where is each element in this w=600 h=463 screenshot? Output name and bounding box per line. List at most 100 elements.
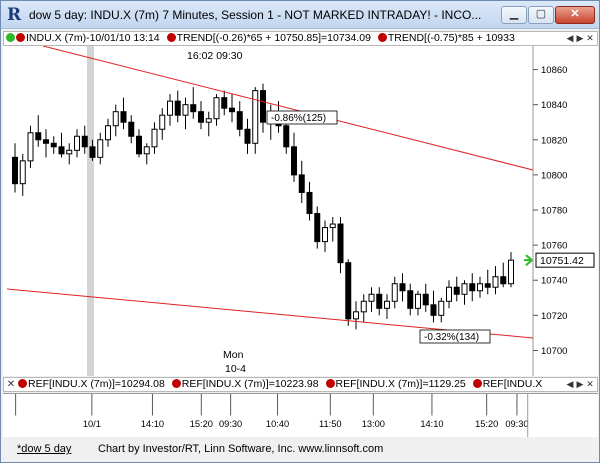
red-dot-icon (166, 33, 176, 42)
legend-item-trend-2[interactable]: TREND[(-0.75)*85 + 10933 (376, 32, 515, 45)
y-tick-label: 10800 (541, 170, 567, 181)
trend-upper-label-box (266, 110, 338, 125)
candle-body (12, 156, 18, 185)
candle-body (391, 283, 398, 302)
candle-body (128, 121, 135, 137)
scroll-left-icon[interactable]: ◀ (566, 33, 574, 43)
green-dot-icon (6, 33, 15, 42)
x-tick-label: 14:10 (420, 419, 443, 429)
window-title: dow 5 day: INDU.X (7m) 7 Minutes, Sessio… (29, 8, 482, 22)
close-icon[interactable]: ✕ (586, 379, 594, 389)
red-dot-icon (16, 33, 25, 42)
candle-body (422, 293, 429, 306)
legend-item-ref-4[interactable]: REF[INDU.X (471, 378, 543, 391)
candle-body (143, 146, 150, 155)
legend-item-ref-3[interactable]: REF[INDU.X (7m)]=1129.25 (324, 378, 466, 391)
candle-body (120, 111, 127, 123)
candle-body (58, 146, 65, 155)
x-tick-label: 13:00 (362, 419, 385, 429)
candle-body (283, 125, 290, 148)
candle-body (461, 283, 468, 295)
scroll-right-icon[interactable]: ▶ (576, 379, 584, 389)
candle-body (446, 286, 452, 302)
time-header-label: 16:02 09:30 (187, 50, 243, 62)
trend-lower-label-box (419, 329, 491, 344)
candle-body (430, 304, 437, 316)
price-chart[interactable]: 10700 10720 10740 10760 10780 10800 10820 10840… (3, 46, 598, 376)
candle-body (244, 128, 251, 144)
top-legend-bar: INDU.X (7m)-10/01/10 13:14 TREND[(-0.26)… (3, 31, 598, 46)
candle-body (35, 132, 42, 141)
candle-body (353, 311, 359, 320)
x-tick-label: 15:20 (190, 419, 213, 429)
title-bar[interactable]: R dow 5 day: INDU.X (7m) 7 Minutes, Sess… (1, 1, 599, 29)
candle-body (74, 135, 80, 151)
candle-body (360, 300, 367, 313)
time-axis[interactable]: 10/1 14:10 15:20 09:30 10:40 11:50 13:00 14:10 1… (3, 393, 598, 437)
legend-scroll-controls: ◀ ▶ ✕ (563, 32, 595, 45)
last-price-box (535, 252, 595, 268)
candle-body (190, 104, 197, 113)
y-tick-label: 10820 (541, 135, 567, 146)
candle-body (484, 283, 491, 288)
upper-trend-line (42, 46, 534, 171)
x-tick-label: 09:30 (505, 419, 528, 429)
y-tick-label: 10740 (541, 276, 567, 287)
candle-body (174, 100, 181, 116)
candle-body (221, 97, 228, 109)
candle-body (500, 276, 507, 285)
x-tick-label: 14:10 (141, 419, 164, 429)
red-dot-icon (18, 379, 27, 388)
y-tick-label: 10780 (541, 206, 567, 217)
candle-body (329, 223, 336, 229)
candle-body (337, 223, 344, 264)
red-dot-icon (377, 33, 387, 42)
candle-body (151, 128, 158, 148)
legend-item-ref-2[interactable]: REF[INDU.X (7m)]=10223.98 (170, 378, 319, 391)
candle-body (291, 146, 297, 176)
candle-body (27, 132, 34, 162)
minimize-button[interactable]: ▁ (501, 6, 527, 24)
legend-item-trend-1[interactable]: TREND[(-0.26)*65 + 10750.85]=10734.09 (165, 32, 371, 45)
close-icon[interactable]: ✕ (6, 379, 16, 390)
y-tick-label: 10700 (541, 346, 567, 357)
candle-body (97, 139, 104, 158)
legend-item-price[interactable]: INDU.X (7m)-10/01/10 13:14 (4, 32, 160, 45)
candle-body (376, 293, 383, 309)
legend-item-ref-1[interactable]: ✕ REF[INDU.X (7m)]=10294.08 (4, 378, 165, 391)
legend-label-ref-3: REF[INDU.X (7m)]=1129.25 (335, 378, 466, 390)
candle-body (236, 111, 243, 130)
scroll-left-icon[interactable]: ◀ (566, 379, 574, 389)
candle-body (298, 174, 305, 193)
x-tick-label: 15:20 (475, 419, 498, 429)
bottom-legend-bar: ✕ REF[INDU.X (7m)]=10294.08 REF[INDU.X (7… (3, 377, 598, 392)
close-button[interactable]: ✕ (555, 6, 595, 24)
maximize-button[interactable]: ▢ (528, 6, 554, 24)
candle-body (407, 290, 414, 309)
day-label-weekday: Mon (223, 349, 244, 361)
legend-label-price: INDU.X (7m)-10/01/10 13:14 (26, 32, 160, 44)
candle-body (477, 283, 483, 292)
candle-body (306, 191, 313, 215)
candle-body (508, 259, 514, 285)
scroll-right-icon[interactable]: ▶ (576, 33, 584, 43)
red-dot-icon (171, 379, 181, 388)
close-icon[interactable]: ✕ (586, 33, 594, 43)
legend-label-ref-4: REF[INDU.X (482, 378, 543, 390)
chart-page-tab[interactable]: *dow 5 day (17, 443, 72, 455)
candle-body (229, 107, 235, 113)
candle-body (50, 142, 57, 148)
candle-body (492, 276, 499, 288)
legend-label-trend-2: TREND[(-0.75)*85 + 10933 (387, 32, 515, 44)
candle-body (453, 286, 460, 295)
candle-body (81, 135, 88, 148)
candle-body (438, 300, 445, 316)
day-label-date: 10-4 (225, 363, 246, 375)
x-tick-label: 10:40 (266, 419, 289, 429)
candle-body (66, 149, 73, 155)
last-price-label: 10751.42 (540, 255, 584, 267)
candle-body (345, 262, 352, 320)
candle-body (182, 104, 189, 116)
status-bar: *dow 5 day Chart by Investor/RT, Linn So… (3, 439, 598, 461)
